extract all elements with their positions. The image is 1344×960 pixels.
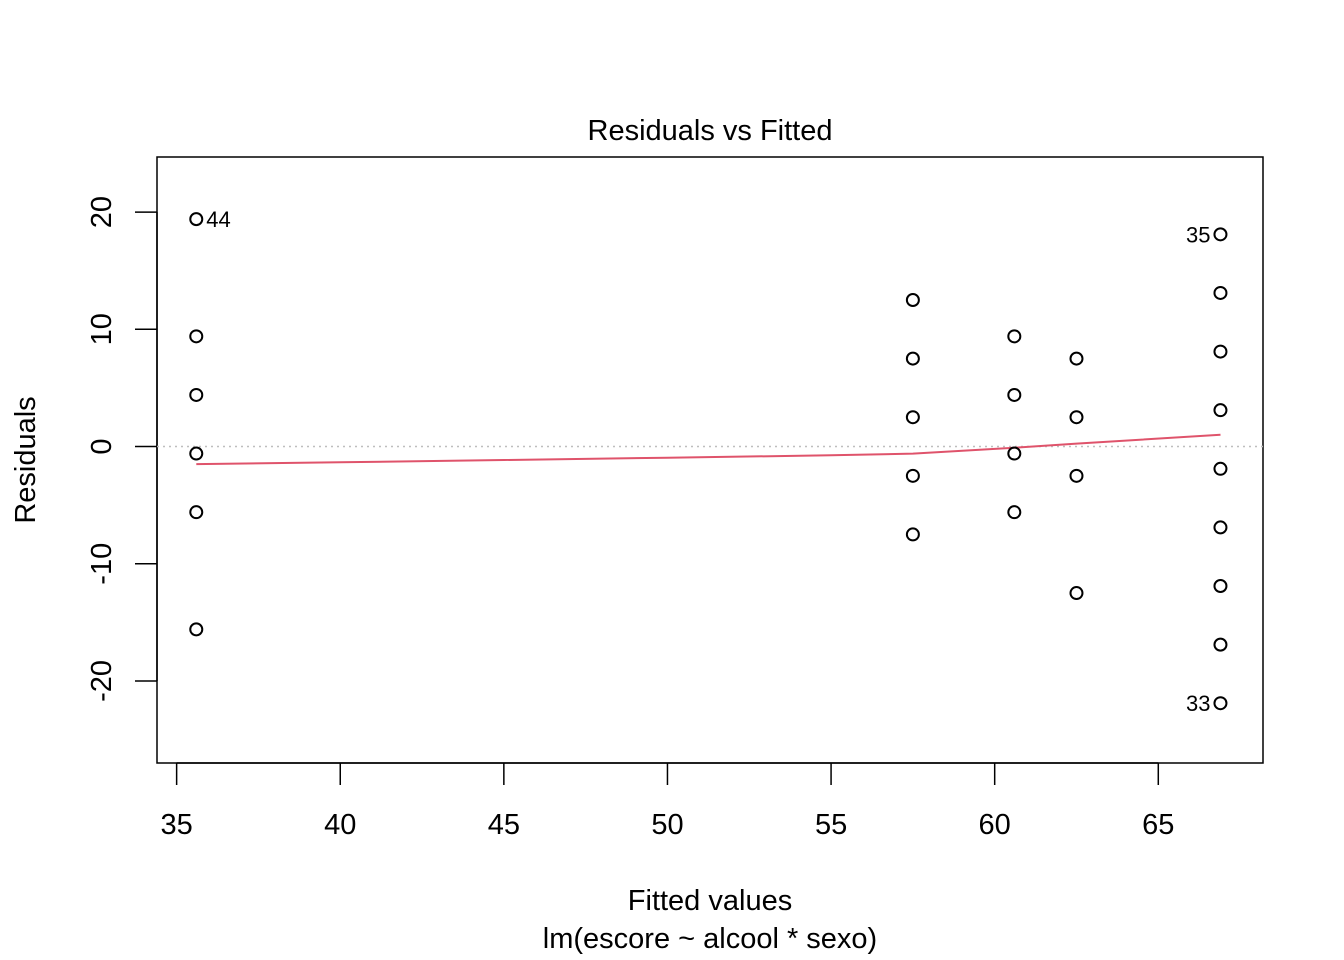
data-point (1213, 344, 1228, 359)
data-point (189, 505, 204, 520)
smooth-line (196, 433, 1221, 466)
data-point (1213, 285, 1228, 300)
x-tick-label: 40 (324, 809, 356, 841)
x-tick-label: 55 (815, 809, 847, 841)
data-point (189, 622, 204, 637)
y-axis-label: Residuals (10, 396, 42, 523)
plot-frame (156, 156, 1264, 764)
plot-marks: 44 35 33 (157, 207, 1263, 716)
data-point (905, 293, 920, 308)
x-tick-label: 50 (651, 809, 683, 841)
x-tick-label: 60 (979, 809, 1011, 841)
y-axis: -20 -10 0 10 20 (86, 196, 158, 702)
data-point (1007, 505, 1022, 520)
y-tick-label: -20 (86, 660, 118, 702)
data-point (905, 410, 920, 425)
data-point (189, 446, 204, 461)
y-tick-label: 10 (86, 313, 118, 345)
data-point (1007, 387, 1022, 402)
data-point (1007, 446, 1022, 461)
data-point (905, 527, 920, 542)
data-point (905, 351, 920, 366)
x-axis: 35 40 45 50 55 60 65 (161, 762, 1174, 841)
data-point (1069, 586, 1084, 601)
data-point (1069, 351, 1084, 366)
data-point (1213, 579, 1228, 594)
y-tick-label: 20 (86, 196, 118, 228)
x-tick-label: 65 (1142, 809, 1174, 841)
data-point (1007, 329, 1022, 344)
data-point (189, 329, 204, 344)
point-label: 35 (1186, 222, 1210, 247)
chart-title: Residuals vs Fitted (588, 115, 833, 147)
data-point (1213, 637, 1228, 652)
y-tick-label: 0 (86, 438, 118, 454)
y-tick-label: -10 (86, 543, 118, 585)
data-point (1213, 227, 1228, 242)
data-point (189, 387, 204, 402)
data-point (189, 212, 204, 227)
data-point (1069, 468, 1084, 483)
data-point (1213, 696, 1228, 711)
point-label: 44 (206, 207, 230, 232)
data-point (1069, 410, 1084, 425)
data-point (1213, 520, 1228, 535)
x-axis-label: Fitted values (628, 885, 792, 917)
x-tick-label: 45 (488, 809, 520, 841)
data-point (1213, 403, 1228, 418)
model-subtitle: lm(escore ~ alcool * sexo) (543, 923, 877, 955)
data-point (905, 468, 920, 483)
data-point (1213, 461, 1228, 476)
x-tick-label: 35 (161, 809, 193, 841)
point-label: 33 (1186, 691, 1210, 716)
